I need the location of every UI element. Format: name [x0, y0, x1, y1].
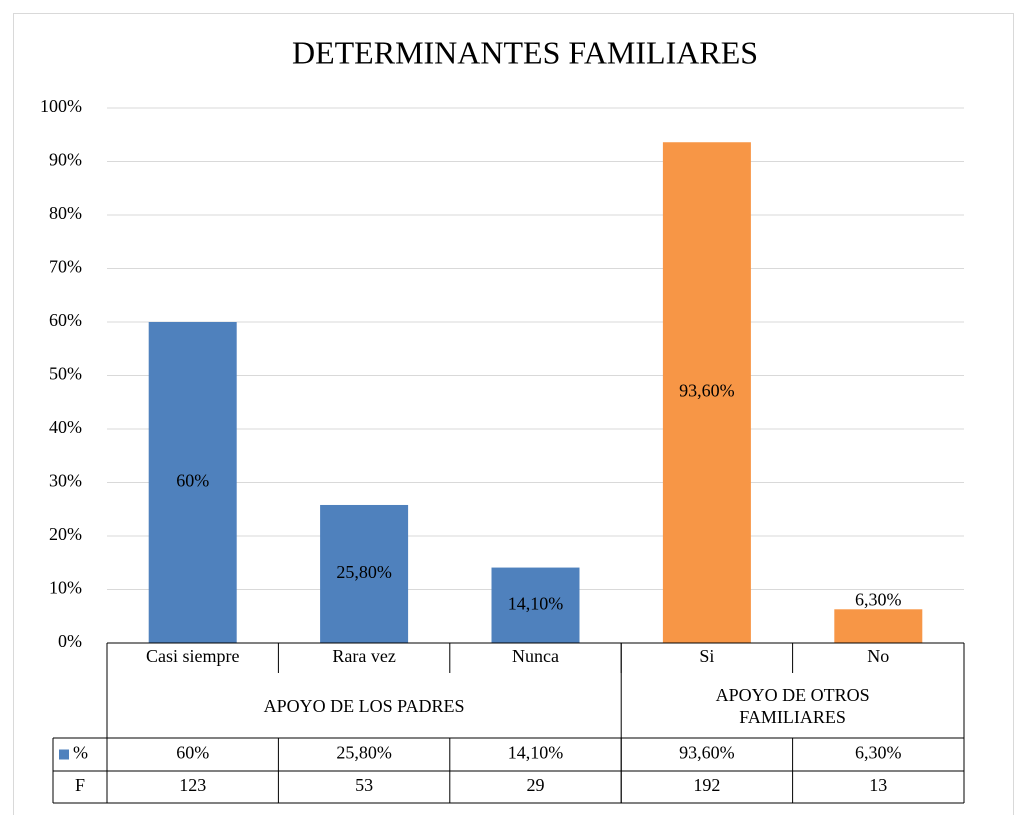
bar [834, 609, 923, 643]
data-label: 25,80% [336, 562, 392, 582]
data-label: 6,30% [855, 589, 902, 609]
x-tick-label: Rara vez [332, 646, 395, 666]
x-tick-label: Nunca [512, 646, 559, 666]
bar [662, 142, 751, 644]
table-cell: 60% [176, 743, 209, 763]
bar [148, 322, 237, 643]
y-tick-label: 40% [49, 417, 82, 437]
bar [320, 504, 409, 643]
y-tick-label: 80% [49, 203, 82, 223]
legend-label: % [73, 743, 88, 763]
y-tick-label: 0% [58, 631, 82, 651]
row-header: F [75, 775, 85, 795]
y-tick-label: 100% [40, 96, 82, 116]
group-label-box: APOYO DE OTROS FAMILIARES [715, 684, 870, 727]
bar [491, 567, 580, 643]
table-cell: 93,60% [679, 743, 735, 763]
group-label: APOYO DE LOS PADRES [263, 695, 465, 716]
table-cell: 123 [179, 775, 206, 795]
legend-swatch [59, 749, 69, 760]
y-tick-label: 30% [49, 471, 82, 491]
table-cell: 14,10% [508, 743, 564, 763]
y-tick-label: 90% [49, 150, 82, 170]
x-tick-label: No [867, 646, 889, 666]
chart-title: DETERMINANTES FAMILIARES [292, 34, 758, 70]
data-label: 93,60% [679, 381, 735, 401]
table-cell: 6,30% [855, 743, 902, 763]
y-tick-label: 10% [49, 578, 82, 598]
y-tick-label: 50% [49, 364, 82, 384]
group-label: APOYO DE OTROS FAMILIARES [715, 684, 870, 727]
data-label: 14,10% [508, 593, 564, 613]
y-tick-label: 70% [49, 257, 82, 277]
x-tick-label: Casi siempre [146, 646, 239, 666]
table-cell: 29 [527, 775, 545, 795]
y-tick-label: 20% [49, 524, 82, 544]
data-label: 60% [176, 471, 209, 491]
y-tick-label: 60% [49, 310, 82, 330]
table-cell: 192 [693, 775, 720, 795]
group-label-box: APOYO DE LOS PADRES [263, 695, 465, 716]
table-cell: 13 [869, 775, 887, 795]
x-tick-label: Si [699, 646, 714, 666]
table-cell: 25,80% [336, 743, 392, 763]
table-cell: 53 [355, 775, 373, 795]
